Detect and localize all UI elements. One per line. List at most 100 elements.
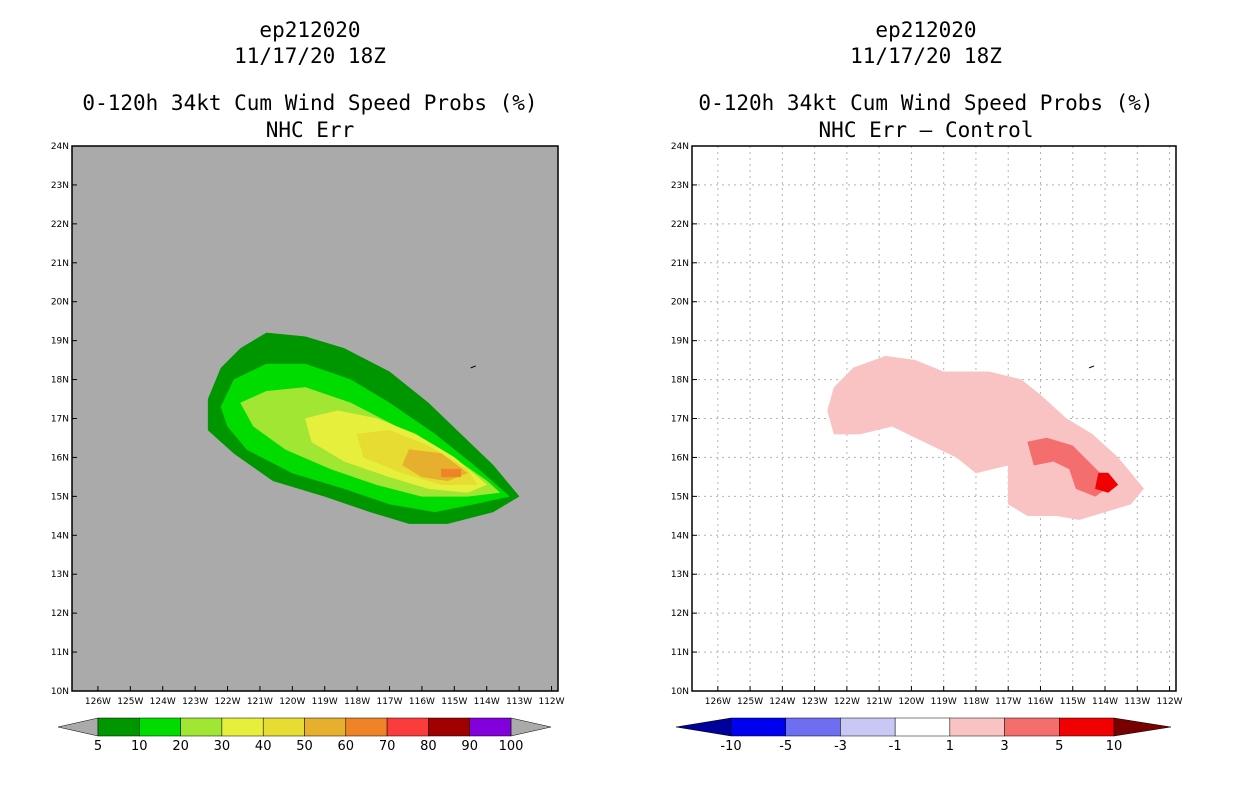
colorbar-swatch bbox=[345, 717, 388, 737]
colorbar-swatch bbox=[386, 717, 429, 737]
y-tick-label: 23N bbox=[51, 181, 69, 191]
colorbar-label: -3 bbox=[834, 739, 847, 754]
x-tick-label: 114W bbox=[474, 697, 500, 707]
chart-panel-2: 126W 125W 124W 123W 122W 121W 120W 119W 118W 117W… bbox=[671, 142, 1183, 754]
y-tick-label: 22N bbox=[51, 220, 69, 230]
x-tick-label: 120W bbox=[279, 697, 305, 707]
left-title-datetime: 11/17/20 18Z bbox=[234, 44, 386, 68]
contour-level-1 bbox=[827, 355, 1145, 520]
island-mark bbox=[1088, 365, 1095, 369]
contour-level-3 bbox=[1027, 437, 1112, 497]
y-tick-label: 19N bbox=[671, 337, 689, 347]
y-tick-label: 17N bbox=[671, 415, 689, 425]
colorbar-label: 100 bbox=[499, 739, 524, 754]
y-tick-label: 22N bbox=[671, 220, 689, 230]
colorbar-label: 5 bbox=[1055, 739, 1063, 754]
colorbar-label: 50 bbox=[296, 739, 313, 754]
y-tick-label: 16N bbox=[671, 453, 689, 463]
colorbar-label: 1 bbox=[946, 739, 954, 754]
x-tick-label: 118W bbox=[963, 697, 989, 707]
x-tick-label: 123W bbox=[802, 697, 828, 707]
y-tick-label: 15N bbox=[671, 492, 689, 502]
y-tick-label: 17N bbox=[51, 415, 69, 425]
y-tick-label: 10N bbox=[51, 687, 69, 697]
colorbar: -10 -5 -3 -1 1 3 5 10 bbox=[675, 717, 1172, 754]
colorbar-swatch bbox=[180, 717, 223, 737]
colorbar-label: 5 bbox=[94, 739, 102, 754]
right-title-product: 0-120h 34kt Cum Wind Speed Probs (%) bbox=[698, 91, 1154, 115]
x-tick-label: 119W bbox=[312, 697, 338, 707]
colorbar-swatch bbox=[221, 717, 264, 737]
x-tick-label: 112W bbox=[1157, 697, 1183, 707]
x-tick-label: 115W bbox=[1060, 697, 1086, 707]
left-title-product: 0-120h 34kt Cum Wind Speed Probs (%) bbox=[82, 91, 538, 115]
y-tick-label: 24N bbox=[671, 142, 689, 152]
colorbar-swatch bbox=[1004, 717, 1060, 737]
y-tick-label: 11N bbox=[671, 648, 689, 658]
y-tick-label: 19N bbox=[51, 337, 69, 347]
y-tick-label: 24N bbox=[51, 142, 69, 152]
y-tick-label: 14N bbox=[671, 531, 689, 541]
x-tick-label: 115W bbox=[441, 697, 467, 707]
x-tick-label: 122W bbox=[214, 697, 240, 707]
colorbar-label: 30 bbox=[214, 739, 231, 754]
x-tick-label: 123W bbox=[182, 697, 208, 707]
y-tick-label: 20N bbox=[671, 298, 689, 308]
colorbar-swatch bbox=[949, 717, 1005, 737]
y-tick-label: 13N bbox=[671, 570, 689, 580]
colorbar-label: 90 bbox=[461, 739, 478, 754]
chart-panel-1: 126W 125W 124W 123W 122W 121W 120W 119W 118W 117W… bbox=[51, 142, 565, 754]
colorbar-under-arrow bbox=[675, 717, 732, 737]
x-tick-label: 121W bbox=[866, 697, 892, 707]
x-tick-label: 125W bbox=[117, 697, 143, 707]
colorbar-swatch bbox=[1059, 717, 1115, 737]
left-title-subtitle: NHC Err bbox=[265, 118, 355, 142]
x-tick-label: 113W bbox=[506, 697, 532, 707]
colorbar-swatch bbox=[785, 717, 841, 737]
colorbar-swatch bbox=[304, 717, 347, 737]
colorbar-swatch bbox=[139, 717, 181, 737]
colorbar-swatch bbox=[730, 717, 786, 737]
y-tick-label: 13N bbox=[51, 570, 69, 580]
colorbar-label: 20 bbox=[172, 739, 189, 754]
x-tick-label: 126W bbox=[85, 697, 111, 707]
y-tick-label: 18N bbox=[51, 376, 69, 386]
colorbar-label: 10 bbox=[131, 739, 148, 754]
colorbar-swatch bbox=[469, 717, 512, 737]
y-tick-label: 21N bbox=[51, 259, 69, 269]
x-tick-label: 116W bbox=[409, 697, 435, 707]
right-title-datetime: 11/17/20 18Z bbox=[850, 44, 1002, 68]
y-tick-label: 20N bbox=[51, 298, 69, 308]
colorbar-under-arrow bbox=[57, 717, 99, 737]
colorbar-label: 70 bbox=[379, 739, 396, 754]
x-tick-label: 122W bbox=[834, 697, 860, 707]
colorbar: 5 10 20 30 40 50 60 70 80 90 100 bbox=[57, 717, 552, 754]
colorbar-label: 40 bbox=[255, 739, 272, 754]
x-tick-label: 112W bbox=[538, 697, 564, 707]
x-tick-label: 116W bbox=[1027, 697, 1053, 707]
colorbar-over-arrow bbox=[510, 717, 552, 737]
colorbar-label: 10 bbox=[1106, 739, 1123, 754]
colorbar-label: -1 bbox=[889, 739, 902, 754]
colorbar-swatch bbox=[262, 717, 305, 737]
right-title-storm-id: ep212020 bbox=[875, 18, 977, 42]
colorbar-label: 3 bbox=[1000, 739, 1008, 754]
y-tick-label: 18N bbox=[671, 376, 689, 386]
x-tick-label: 126W bbox=[705, 697, 731, 707]
colorbar-label: -5 bbox=[779, 739, 792, 754]
y-tick-label: 11N bbox=[51, 648, 69, 658]
x-tick-label: 124W bbox=[150, 697, 176, 707]
colorbar-label: 60 bbox=[338, 739, 355, 754]
x-tick-label: 120W bbox=[898, 697, 924, 707]
y-tick-label: 23N bbox=[671, 181, 689, 191]
x-tick-label: 117W bbox=[995, 697, 1021, 707]
x-tick-label: 124W bbox=[769, 697, 795, 707]
left-title-storm-id: ep212020 bbox=[259, 18, 361, 42]
colorbar-over-arrow bbox=[1113, 717, 1172, 737]
x-tick-label: 113W bbox=[1124, 697, 1150, 707]
y-tick-label: 15N bbox=[51, 492, 69, 502]
x-tick-label: 117W bbox=[376, 697, 402, 707]
x-tick-label: 119W bbox=[931, 697, 957, 707]
y-tick-label: 16N bbox=[51, 453, 69, 463]
y-tick-label: 21N bbox=[671, 259, 689, 269]
